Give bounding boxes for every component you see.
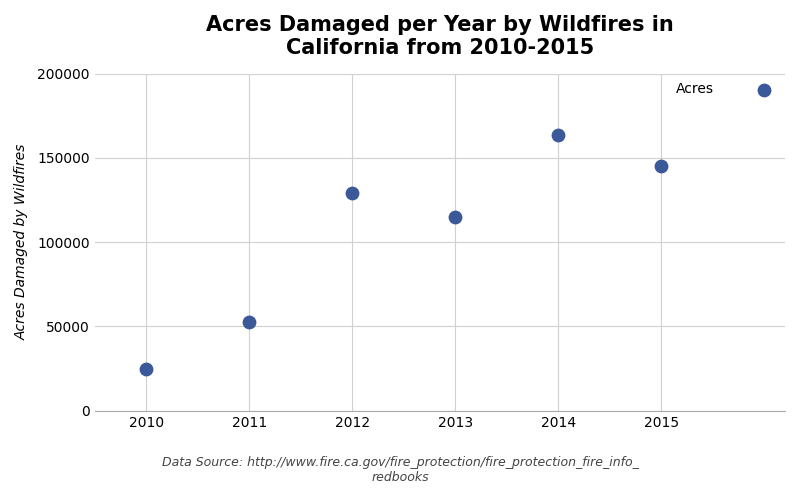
Text: Acres: Acres (676, 82, 714, 96)
Point (140, 365, 153, 372)
Point (243, 318, 256, 326)
Point (655, 163, 668, 170)
Text: Data Source: http://www.fire.ca.gov/fire_protection/fire_protection_fire_info_
r: Data Source: http://www.fire.ca.gov/fire… (162, 456, 638, 484)
Point (449, 213, 462, 221)
Y-axis label: Acres Damaged by Wildfires: Acres Damaged by Wildfires (15, 144, 29, 340)
Point (758, 86, 770, 94)
Point (552, 131, 565, 139)
Title: Acres Damaged per Year by Wildfires in
California from 2010-2015: Acres Damaged per Year by Wildfires in C… (206, 15, 674, 58)
Point (346, 189, 358, 197)
